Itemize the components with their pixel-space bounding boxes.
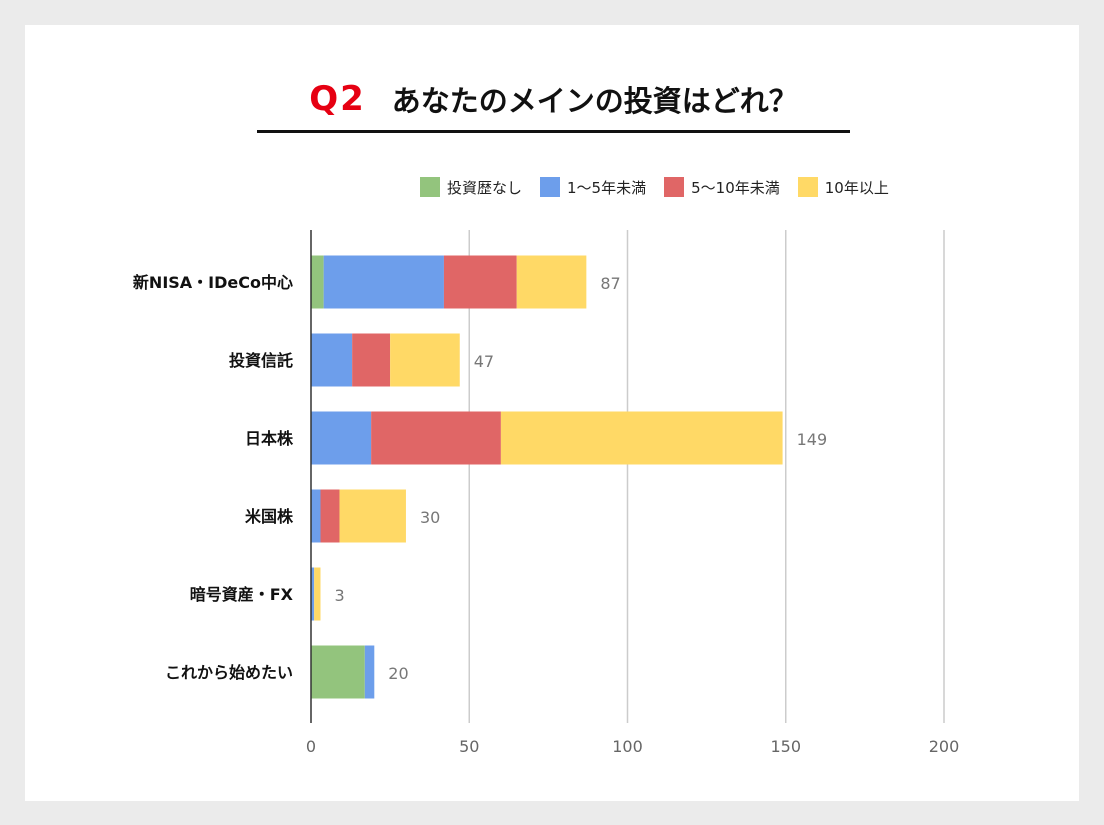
x-tick-label: 0 (306, 737, 316, 756)
category-label: 日本株 (245, 429, 294, 448)
question-text: あなたのメインの投資はどれ？ (391, 83, 798, 118)
legend-swatch (664, 177, 685, 197)
category-label: 新NISA・IDeCo中心 (133, 273, 293, 292)
x-tick-label: 50 (459, 737, 479, 756)
bar-segment (500, 411, 783, 465)
legend-swatch (797, 177, 818, 197)
category-label: 米国株 (245, 507, 294, 526)
total-label: 3 (334, 586, 344, 605)
category-label: 暗号資産・FX (190, 585, 294, 604)
legend-label: 10年以上 (824, 178, 889, 197)
bar-segment (339, 489, 406, 543)
legend-item-1-5-years: 1〜5年未満 (540, 177, 646, 198)
category-label: 投資信託 (229, 351, 293, 370)
bar-segment (311, 333, 353, 387)
legend: 投資歴なし 1〜5年未満 5〜10年未満 10年以上 (420, 176, 907, 198)
total-label: 87 (600, 274, 620, 293)
x-tick-label: 200 (929, 737, 960, 756)
x-tick-label: 150 (770, 737, 801, 756)
legend-swatch (420, 177, 440, 197)
total-label: 20 (388, 664, 408, 683)
x-tick-label: 100 (612, 737, 643, 756)
legend-item-10-plus-years: 10年以上 (797, 177, 889, 198)
bar-segment (390, 333, 460, 387)
bar-segment (443, 255, 517, 309)
legend-label: 1〜5年未満 (567, 178, 647, 197)
legend-item-no-experience: 投資歴なし (420, 177, 522, 198)
bar-segment (516, 255, 587, 309)
total-label: 47 (474, 352, 494, 371)
legend-label: 5〜10年未満 (691, 178, 780, 197)
legend-label: 投資歴なし (447, 178, 523, 197)
total-label: 30 (420, 508, 440, 527)
bar-segment (314, 567, 321, 621)
legend-item-5-10-years: 5〜10年未満 (664, 177, 780, 198)
bar-segment (323, 255, 444, 309)
category-label: これから始めたい (165, 663, 293, 682)
bar-segment (320, 489, 340, 543)
bar-segment (311, 567, 315, 621)
chart-title: Q2 あなたのメインの投資はどれ？ (257, 75, 850, 133)
bar-segment (311, 489, 321, 543)
bar-segment (311, 411, 372, 465)
legend-swatch (540, 177, 561, 197)
question-number: Q2 (309, 78, 366, 119)
bar-segment (311, 645, 365, 699)
bar-segment (371, 411, 501, 465)
total-label: 149 (797, 430, 828, 449)
bar-segment (352, 333, 391, 387)
bar-segment (311, 255, 324, 309)
bar-segment (364, 645, 375, 699)
